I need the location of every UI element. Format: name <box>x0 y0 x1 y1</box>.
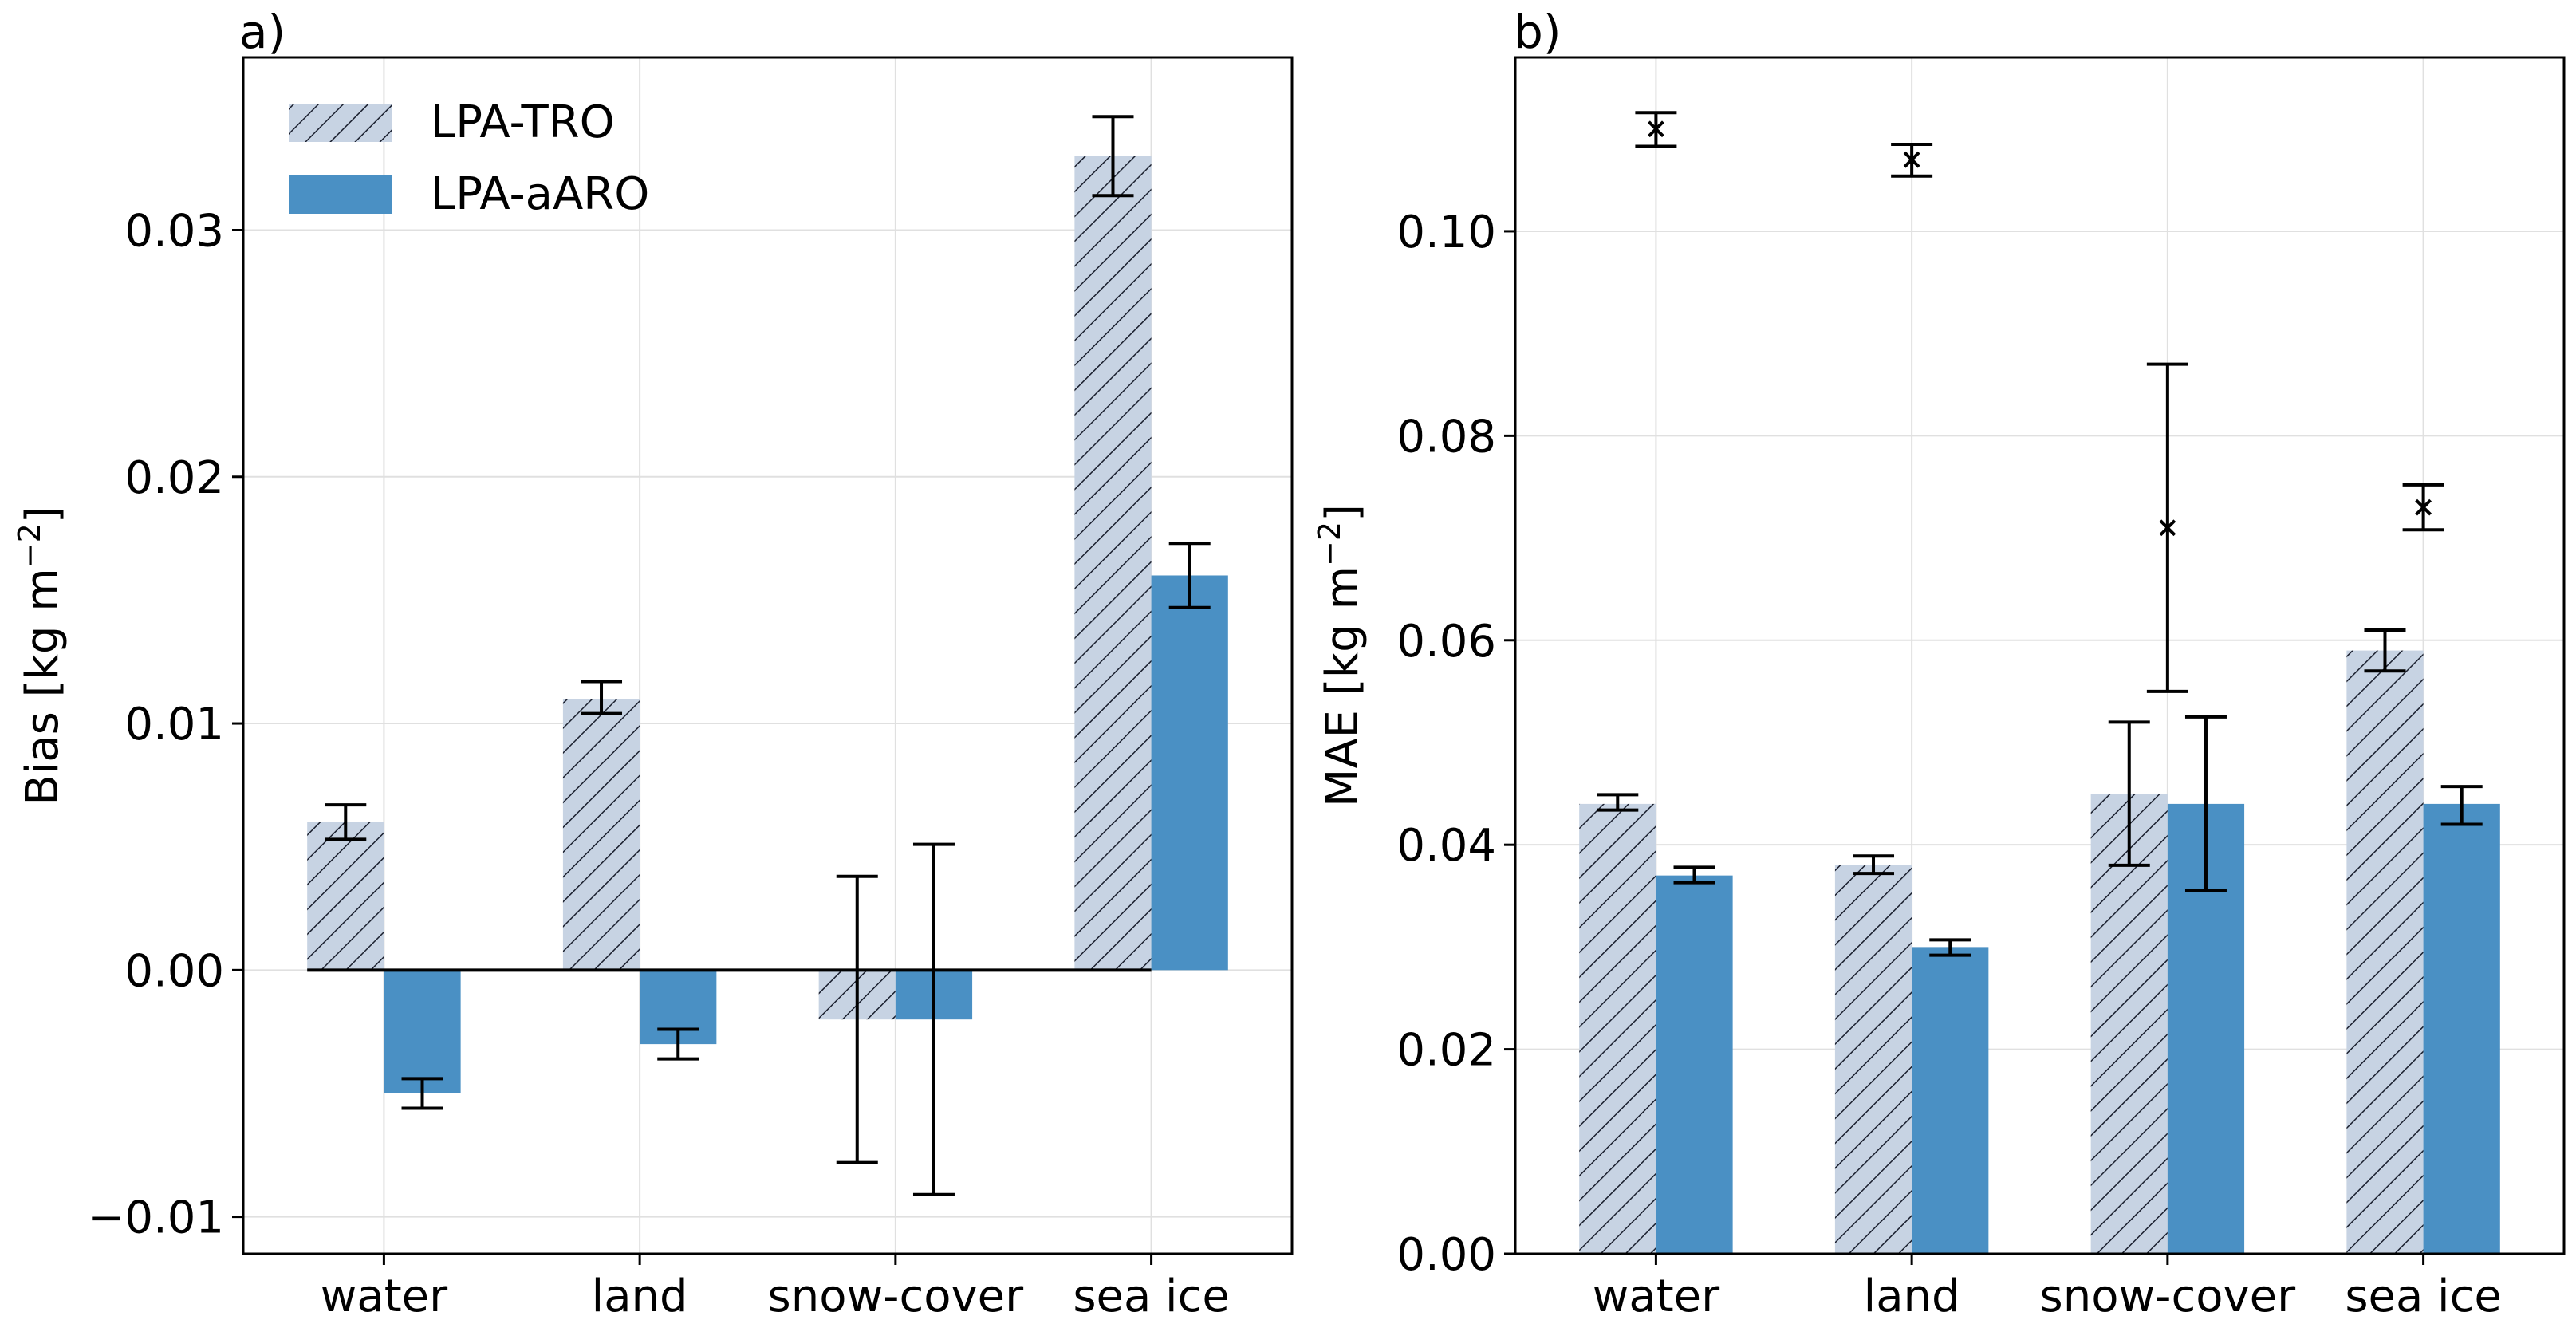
y-tick-label: 0.00 <box>124 945 224 997</box>
panel-a-x-ticks: water land snow-cover sea ice <box>321 1254 1230 1320</box>
bar <box>1912 947 1989 1254</box>
y-tick-label: −0.01 <box>87 1192 224 1244</box>
bar <box>2346 650 2424 1254</box>
x-tick-label: water <box>321 1271 449 1320</box>
x-tick-label: water <box>1593 1271 1721 1320</box>
panel-a-bars <box>307 156 1228 1093</box>
panel-a-error-bars <box>325 115 1211 1196</box>
panel-a-frame <box>242 56 1294 1255</box>
x-marker <box>2415 498 2432 516</box>
panel-b-error-bars <box>1597 628 2483 957</box>
panel-b-ylabel: MAE [kg m−2] <box>1312 504 1369 807</box>
bar <box>1151 575 1228 971</box>
panel-a-ylabel: Bias [kg m−2] <box>12 506 69 805</box>
y-tick-label: 0.02 <box>124 452 224 504</box>
panel-b-label: b) <box>1514 5 1561 59</box>
x-marker <box>1647 120 1664 138</box>
bar <box>1074 156 1152 971</box>
x-tick-label: land <box>1864 1271 1960 1320</box>
legend-label-lpa-aaro: LPA-aARO <box>431 168 649 220</box>
bar <box>307 822 384 971</box>
panel-a-label: a) <box>239 5 286 59</box>
legend-label-lpa-tro: LPA-TRO <box>431 97 615 148</box>
panel-a-y-ticks: −0.01 0.00 0.01 0.02 0.03 <box>87 205 243 1244</box>
x-tick-label: sea ice <box>1073 1271 1230 1320</box>
panel-a-bias-chart: a) −0.01 0.00 0.01 0.02 0.03 water land snow-c… <box>12 5 1294 1320</box>
y-tick-label: 0.02 <box>1396 1025 1496 1077</box>
bar <box>562 699 640 971</box>
y-tick-label: 0.01 <box>124 699 224 751</box>
x-tick-label: sea ice <box>2345 1271 2502 1320</box>
y-tick-label: 0.03 <box>124 205 224 257</box>
panel-b-markers <box>1635 111 2444 693</box>
y-tick-label: 0.08 <box>1396 411 1496 463</box>
x-marker <box>2159 519 2176 537</box>
bar <box>384 970 461 1093</box>
panel-b-bars <box>1579 650 2500 1254</box>
bar <box>1579 803 1656 1254</box>
legend: LPA-TRO LPA-aARO <box>289 97 649 220</box>
panel-b-mae-chart: b) 0.00 0.02 0.04 0.06 0.08 0.10 water land sno… <box>1312 5 2566 1320</box>
panel-b-y-ticks: 0.00 0.02 0.04 0.06 0.08 0.10 <box>1396 207 1515 1281</box>
y-tick-label: 0.10 <box>1396 207 1496 258</box>
bar <box>1834 865 1912 1254</box>
legend-swatch-lpa-aaro <box>289 175 392 214</box>
y-tick-label: 0.06 <box>1396 616 1496 668</box>
x-tick-label: snow-cover <box>768 1271 1025 1320</box>
y-tick-label: 0.00 <box>1396 1229 1496 1281</box>
bar <box>2090 794 2168 1254</box>
x-marker <box>1903 151 1920 168</box>
panel-b-x-ticks: water land snow-cover sea ice <box>1593 1254 2502 1320</box>
panel-b-frame <box>1514 56 2566 1255</box>
bar <box>2423 803 2500 1254</box>
legend-swatch-lpa-tro <box>289 104 392 142</box>
y-tick-label: 0.04 <box>1396 820 1496 872</box>
x-tick-label: snow-cover <box>2040 1271 2297 1320</box>
bar <box>1656 875 1733 1254</box>
x-tick-label: land <box>592 1271 688 1320</box>
